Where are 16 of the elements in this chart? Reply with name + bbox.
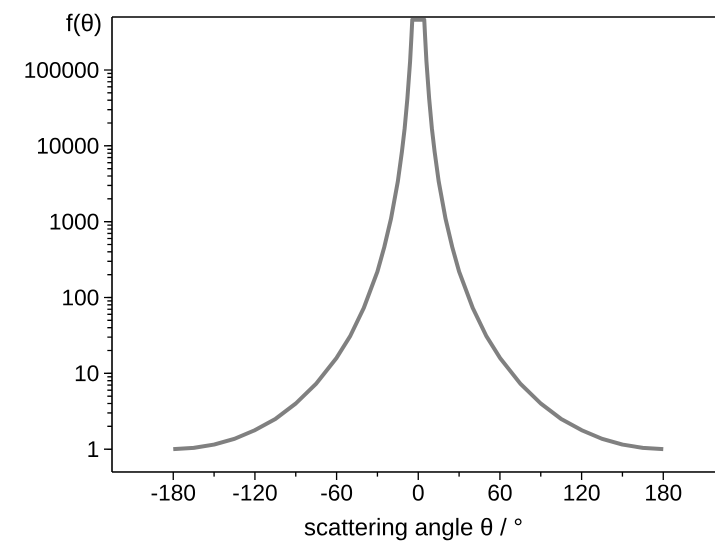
x-tick-label: -60 [321,484,352,501]
x-tick-label: 60 [488,484,512,501]
y-tick-label: 1 [88,441,98,457]
x-tick-label: 180 [646,484,682,501]
y-tick-label: 10000 [38,138,98,154]
x-tick-label: 120 [564,484,600,501]
x-tick-label: -180 [152,484,196,501]
y-tick-label: 100 [63,289,98,306]
x-axis-title: scattering angle θ / ° [304,518,522,540]
x-tick-label: -120 [233,484,277,501]
y-tick-label: 100000 [25,62,98,78]
y-tick-label: 10 [76,365,98,382]
line-series [171,18,666,452]
x-tick-label: 0 [412,484,424,501]
y-axis-title: f(θ) [66,14,100,36]
y-tick-label: 1000 [50,214,98,230]
